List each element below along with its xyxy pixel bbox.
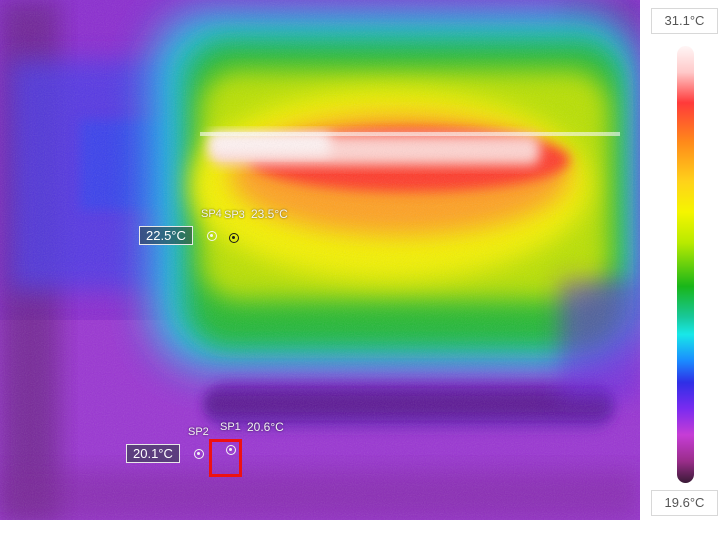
- spot-label-sp3: SP3: [224, 209, 245, 221]
- spot-value-sp2: 20.1°C: [126, 444, 180, 463]
- spot-value-sp4: 22.5°C: [139, 226, 193, 245]
- spot-label-sp2: SP2: [188, 426, 209, 438]
- spot-label-sp4: SP4: [201, 208, 222, 220]
- scale-max-value: 31.1°C: [651, 8, 718, 34]
- spot-temp-sp1: 20.6°C: [247, 420, 284, 434]
- spot-label-sp1: SP1: [220, 421, 241, 433]
- spot-marker-sp4[interactable]: [207, 231, 217, 241]
- spot-marker-sp3[interactable]: [229, 233, 239, 243]
- thermal-image: [0, 0, 640, 520]
- scale-min-value: 19.6°C: [651, 490, 718, 516]
- spot-marker-sp1[interactable]: [226, 445, 236, 455]
- spot-temp-sp3: 23.5°C: [251, 207, 288, 221]
- spot-marker-sp2[interactable]: [194, 449, 204, 459]
- selection-box[interactable]: [209, 439, 242, 477]
- color-scale-bar: [677, 46, 694, 483]
- thermal-image-view[interactable]: SP4 SP3 23.5°C 22.5°C SP2 SP1 20.6°C 20.…: [0, 0, 640, 520]
